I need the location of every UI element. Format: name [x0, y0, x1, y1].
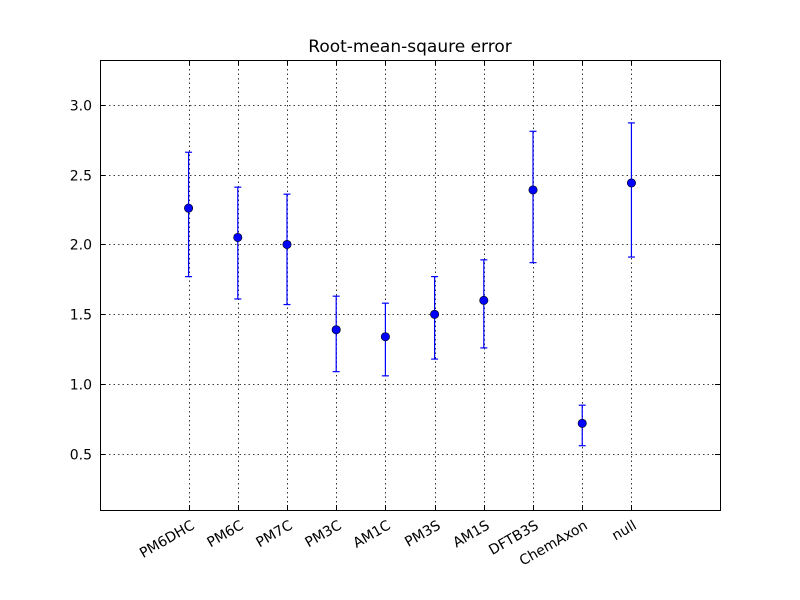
grid-lines — [100, 60, 720, 510]
data-point — [380, 332, 390, 342]
y-tick-label: 3.0 — [70, 99, 92, 115]
x-tick-label: PM3C — [303, 518, 345, 552]
data-point — [528, 185, 538, 195]
x-tick-label: PM6DHC — [137, 517, 198, 561]
y-tick-label: 2.0 — [70, 238, 92, 254]
data-point — [577, 418, 587, 428]
y-tick-label: 0.5 — [70, 448, 92, 464]
axis-ticks — [100, 60, 720, 510]
x-tick-label: PM3S — [402, 518, 443, 551]
y-tick-label: 1.0 — [70, 378, 92, 394]
error-bars — [185, 122, 635, 447]
y-tick-label: 1.5 — [70, 308, 92, 324]
data-point — [233, 232, 243, 242]
y-tick-label: 2.5 — [70, 169, 92, 185]
x-tick-labels: PM6DHC PM6C PM7C PM3C AM1C PM3S AM1SDFTB3SChem… — [137, 517, 639, 569]
y-tick-labels: 0.5 1.0 1.5 2.0 2.5 3.0 — [70, 99, 92, 464]
data-point — [626, 178, 636, 188]
x-tick-label: PM7C — [254, 518, 296, 552]
data-point — [430, 309, 440, 319]
x-tick-label: AM1C — [351, 517, 394, 551]
plot-frame — [100, 60, 721, 511]
data-point — [184, 203, 194, 213]
data-point — [282, 239, 292, 249]
chart-title: Root-mean-sqaure error — [308, 37, 511, 57]
data-point — [331, 325, 341, 335]
data-point — [479, 295, 489, 305]
x-tick-label: null — [609, 518, 639, 545]
data-markers — [184, 178, 636, 428]
x-tick-label: PM6C — [205, 518, 247, 552]
